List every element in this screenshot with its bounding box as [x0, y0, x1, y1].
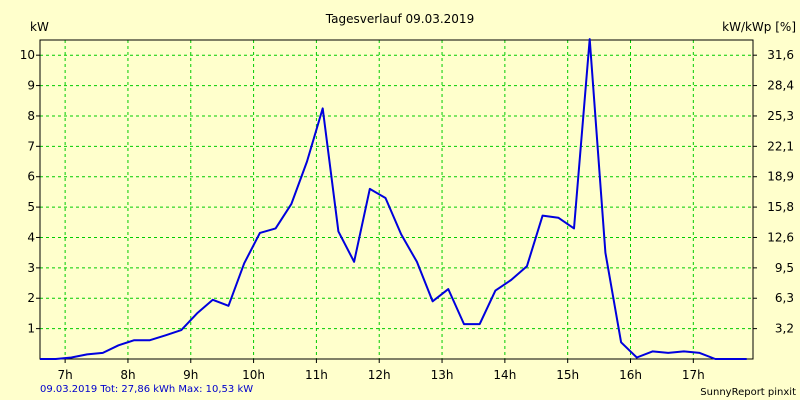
y-tick-label-left: 3 [27, 261, 35, 275]
y-tick-label-right: 12,6 [767, 230, 794, 244]
y-tick-label-right: 15,8 [767, 200, 794, 214]
y-tick-label-left: 4 [27, 230, 35, 244]
y-tick-label-left: 6 [27, 170, 35, 184]
x-tick-label: 7h [58, 368, 73, 382]
y-tick-label-left: 9 [27, 79, 35, 93]
y-tick-label-left: 8 [27, 109, 35, 123]
chart-title: Tagesverlauf 09.03.2019 [325, 12, 474, 26]
footer-brand: SunnyReport pinxit [700, 387, 796, 398]
y-tick-label-left: 10 [20, 48, 35, 62]
x-tick-label: 17h [682, 368, 705, 382]
y-tick-label-right: 25,3 [767, 109, 794, 123]
y-axis-ticks: 1 3,2 2 6,3 3 9,5 4 12,6 5 15,8 6 18,9 7 22,1 8 25,3 9 28… [20, 48, 794, 335]
y-tick-label-right: 28,4 [767, 79, 794, 93]
y-axis-left-label: kW [30, 20, 49, 34]
x-axis-ticks: 7h 8h 9h 10h 11h 12h 13h 14h 15h 16h 17h [58, 359, 705, 382]
y-tick-label-left: 7 [27, 139, 35, 153]
grid [40, 40, 753, 359]
y-axis-right-label: kW/kWp [%] [722, 20, 796, 34]
y-tick-label-right: 3,2 [775, 322, 794, 336]
y-tick-label-left: 5 [27, 200, 35, 214]
y-tick-label-right: 31,6 [767, 48, 794, 62]
x-tick-label: 11h [305, 368, 328, 382]
x-tick-label: 9h [183, 368, 198, 382]
x-tick-label: 16h [619, 368, 642, 382]
y-tick-label-right: 6,3 [775, 291, 794, 305]
x-tick-label: 15h [556, 368, 579, 382]
y-tick-label-right: 22,1 [767, 139, 794, 153]
x-tick-label: 8h [120, 368, 135, 382]
x-tick-label: 14h [493, 368, 516, 382]
footer-summary: 09.03.2019 Tot: 27,86 kWh Max: 10,53 kW [40, 384, 253, 395]
plot-frame [39, 39, 754, 360]
series-line [40, 38, 747, 360]
y-tick-label-right: 9,5 [775, 261, 794, 275]
x-tick-label: 10h [242, 368, 265, 382]
y-tick-label-left: 2 [27, 291, 35, 305]
y-tick-label-left: 1 [27, 322, 35, 336]
y-tick-label-right: 18,9 [767, 170, 794, 184]
x-tick-label: 12h [368, 368, 391, 382]
x-tick-label: 13h [431, 368, 454, 382]
